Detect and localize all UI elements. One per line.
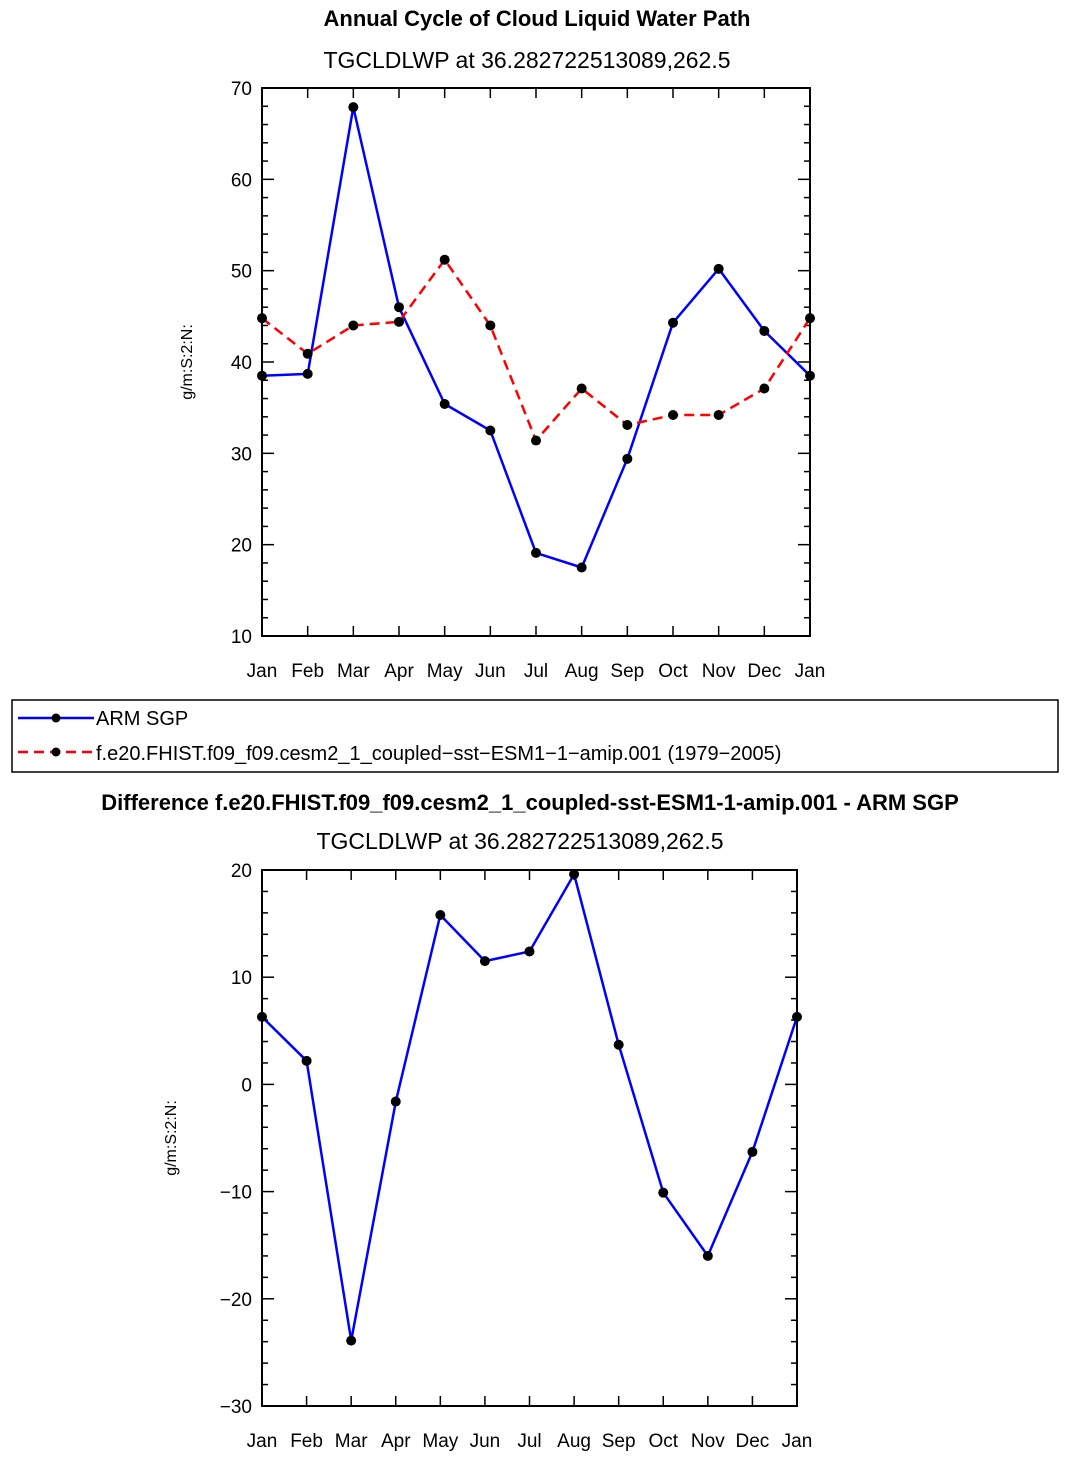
x-tick-label: Jan	[247, 1431, 278, 1452]
y-tick-label: −20	[220, 1290, 252, 1311]
x-tick-label: Aug	[565, 661, 599, 682]
data-point-obs	[622, 453, 633, 464]
x-tick-label: Aug	[557, 1431, 591, 1452]
y-tick-label: 20	[231, 536, 252, 557]
legend-label-model: f.e20.FHIST.f09_f09.cesm2_1_coupled−sst−…	[96, 743, 781, 765]
data-point-model	[713, 409, 724, 420]
legend: ARM SGP f.e20.FHIST.f09_f09.cesm2_1_coup…	[11, 699, 1059, 773]
x-tick-label: Sep	[610, 661, 644, 682]
data-point-obs	[257, 370, 267, 381]
legend-marker-obs	[51, 713, 61, 723]
x-tick-label: Oct	[648, 1431, 678, 1452]
data-point-model	[257, 313, 267, 324]
x-tick-label: Jul	[517, 1431, 541, 1452]
y-tick-label: 50	[231, 262, 252, 283]
data-point-model	[805, 313, 815, 324]
x-tick-label: Dec	[736, 1431, 770, 1452]
series-line-diff	[261, 873, 799, 1342]
x-tick-label: Dec	[747, 661, 781, 682]
y-tick-label: 0	[241, 1075, 252, 1096]
legend-label-obs: ARM SGP	[96, 708, 188, 730]
data-point-model	[668, 409, 678, 420]
data-point-model	[348, 320, 359, 331]
x-tick-label: Jun	[475, 661, 506, 682]
x-tick-label: Jan	[795, 661, 826, 682]
data-point-diff	[257, 1011, 267, 1022]
data-point-diff	[613, 1039, 624, 1050]
y-tick-label: 20	[231, 861, 252, 882]
y-tick-label: 30	[231, 444, 252, 465]
x-tick-label: Apr	[381, 1431, 411, 1452]
data-point-diff	[792, 1011, 802, 1022]
y-axis-label: g/m:S:2:N:	[179, 324, 196, 400]
x-tick-label: Apr	[384, 661, 414, 682]
panel2-plot: −30 −20 −10 0 10 20 Jan Feb Mar Apr May Jun Jul Aug Se…	[163, 861, 812, 1452]
series-line-obs	[261, 105, 811, 569]
data-point-model	[622, 420, 633, 431]
x-tick-label: Feb	[291, 661, 324, 682]
data-point-obs	[576, 562, 587, 573]
data-point-diff	[702, 1250, 713, 1261]
data-point-obs	[394, 302, 404, 313]
y-tick-label: 40	[231, 353, 252, 374]
y-tick-label: −10	[220, 1183, 252, 1204]
x-tick-label: Sep	[602, 1431, 636, 1452]
data-point-model	[759, 383, 770, 394]
data-point-obs	[485, 425, 496, 436]
data-point-diff	[435, 910, 446, 921]
x-tick-label: May	[427, 661, 463, 682]
panel1-title: Annual Cycle of Cloud Liquid Water Path	[324, 6, 751, 31]
data-point-diff	[479, 956, 490, 967]
panel1-subtitle: TGCLDLWP at 36.282722513089,262.5	[323, 47, 730, 73]
x-tick-label: Nov	[691, 1431, 725, 1452]
data-point-model	[439, 254, 450, 265]
data-point-diff	[569, 869, 580, 880]
series-line-model	[261, 258, 812, 442]
x-tick-label: Mar	[337, 661, 370, 682]
data-point-obs	[302, 368, 313, 379]
data-point-obs	[805, 370, 815, 381]
data-point-obs	[348, 102, 359, 113]
data-point-model	[576, 383, 587, 394]
y-tick-label: 60	[231, 170, 252, 191]
legend-box	[11, 699, 1059, 773]
x-tick-label: Nov	[702, 661, 736, 682]
data-point-obs	[531, 547, 541, 558]
x-tick-label: Oct	[658, 661, 688, 682]
x-tick-label: Jan	[247, 661, 278, 682]
panel2-title: Difference f.e20.FHIST.f09_f09.cesm2_1_c…	[101, 790, 959, 815]
data-point-obs	[713, 263, 724, 274]
data-point-diff	[747, 1146, 758, 1157]
x-tick-label: Jul	[524, 661, 548, 682]
x-tick-label: May	[422, 1431, 458, 1452]
data-point-diff	[301, 1055, 312, 1066]
panel1-plot: 10 20 30 40 50 60 70 Jan Feb Mar Apr May Jun Jul Aug Se…	[179, 79, 825, 682]
data-point-diff	[658, 1187, 669, 1198]
data-point-model	[302, 348, 313, 359]
data-point-diff	[390, 1096, 401, 1107]
y-tick-label: 10	[231, 627, 252, 648]
panel2-subtitle: TGCLDLWP at 36.282722513089,262.5	[316, 828, 723, 854]
data-point-diff	[524, 946, 535, 957]
data-point-diff	[346, 1335, 357, 1346]
y-tick-label: −30	[220, 1397, 252, 1418]
data-point-obs	[439, 399, 450, 410]
data-point-model	[485, 320, 496, 331]
y-axis-label: g/m:S:2:N:	[163, 1100, 180, 1176]
x-tick-label: Jun	[470, 1431, 501, 1452]
y-tick-label: 10	[231, 968, 252, 989]
data-point-model	[394, 316, 404, 327]
y-tick-label: 70	[231, 79, 252, 100]
data-point-obs	[668, 317, 678, 328]
x-tick-label: Jan	[782, 1431, 813, 1452]
data-point-model	[531, 435, 541, 446]
x-tick-label: Feb	[290, 1431, 323, 1452]
data-point-obs	[759, 325, 770, 336]
x-tick-label: Mar	[335, 1431, 368, 1452]
legend-marker-model	[51, 747, 61, 757]
